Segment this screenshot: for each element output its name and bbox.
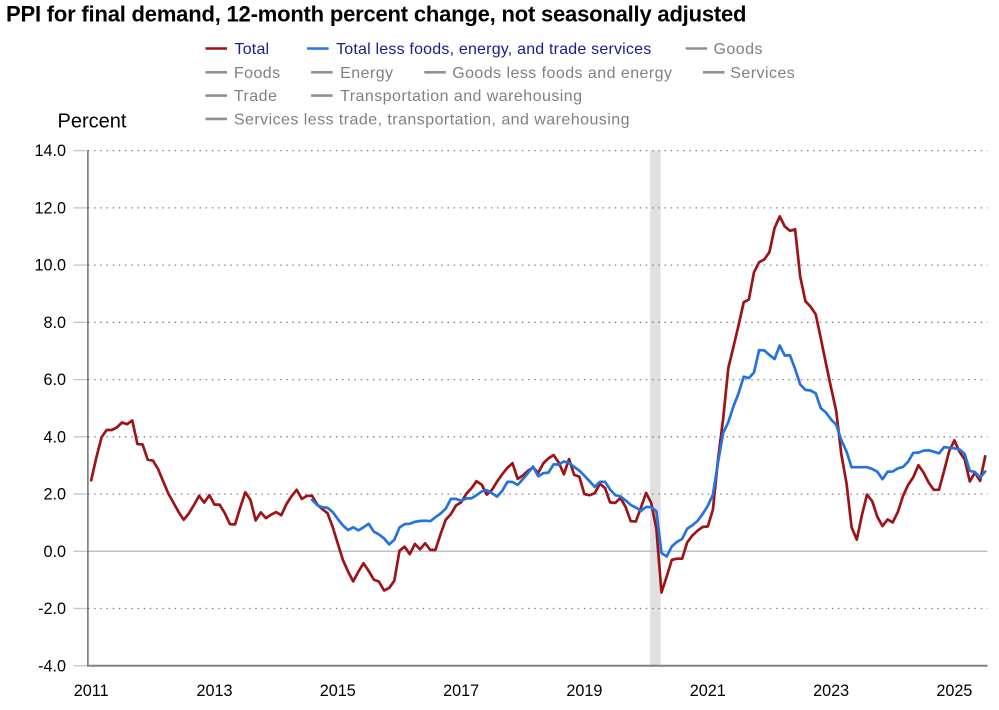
svg-text:2015: 2015 [320, 682, 356, 700]
svg-text:2.0: 2.0 [43, 486, 66, 504]
svg-text:2021: 2021 [690, 682, 726, 700]
svg-text:2011: 2011 [74, 682, 109, 700]
svg-text:8.0: 8.0 [43, 314, 66, 332]
svg-text:2025: 2025 [936, 682, 972, 700]
svg-text:Percent: Percent [58, 111, 127, 133]
svg-text:Total less foods, energy, and: Total less foods, energy, and trade serv… [336, 41, 651, 58]
svg-text:Foods: Foods [234, 65, 281, 82]
svg-text:-2.0: -2.0 [38, 600, 66, 618]
svg-text:0.0: 0.0 [43, 543, 66, 561]
svg-text:4.0: 4.0 [43, 428, 66, 446]
svg-text:PPI for final demand, 12-month: PPI for final demand, 12-month percent c… [6, 1, 746, 26]
svg-text:Energy: Energy [340, 65, 393, 82]
svg-text:2013: 2013 [196, 682, 232, 700]
svg-text:Total: Total [235, 41, 270, 58]
svg-text:-4.0: -4.0 [38, 657, 66, 675]
svg-text:Transportation and warehousing: Transportation and warehousing [340, 88, 582, 105]
svg-text:14.0: 14.0 [34, 142, 66, 160]
svg-text:Goods: Goods [714, 41, 763, 58]
svg-text:2023: 2023 [813, 682, 849, 700]
svg-text:Services: Services [730, 65, 795, 82]
svg-text:Services less trade, transport: Services less trade, transportation, and… [234, 111, 630, 128]
svg-text:2019: 2019 [566, 682, 602, 700]
svg-text:2017: 2017 [443, 682, 479, 700]
svg-text:6.0: 6.0 [43, 371, 66, 389]
svg-text:Trade: Trade [234, 88, 277, 105]
svg-text:Goods less foods and energy: Goods less foods and energy [452, 65, 672, 82]
svg-text:12.0: 12.0 [34, 199, 66, 217]
svg-text:10.0: 10.0 [34, 257, 66, 275]
